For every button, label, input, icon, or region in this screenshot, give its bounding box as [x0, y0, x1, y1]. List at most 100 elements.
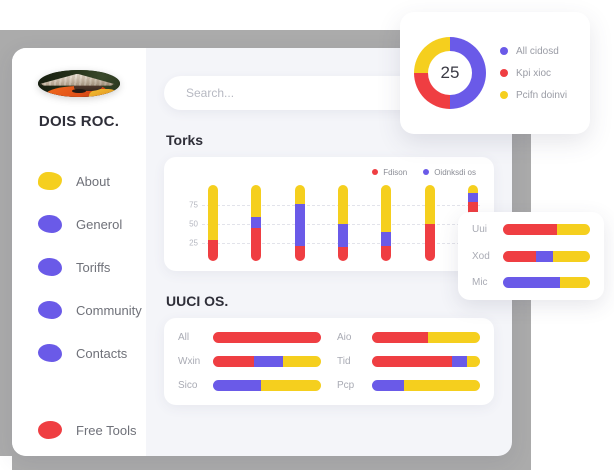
bar-segment: [251, 185, 262, 217]
donut-legend: All cidosd Kpi xioc Pcifn doinvi: [500, 46, 567, 101]
legend-label: Fdison: [383, 167, 408, 177]
sidebar-item-about[interactable]: About: [38, 164, 146, 198]
legend-label: Kpi xioc: [516, 67, 552, 79]
blob-icon: [38, 344, 62, 362]
sidebar: DOIS ROC. About Generol Toriffs Communit…: [12, 48, 146, 456]
bar-column: [208, 185, 218, 261]
y-tick-50: 50: [189, 219, 198, 229]
uuci-os-panel: All Aio Wxin Tid Sico Pcp: [164, 318, 494, 405]
bar-segment: [424, 223, 435, 261]
legend-label: Oidnksdi os: [434, 167, 476, 177]
user-name: DOIS ROC.: [38, 113, 120, 130]
sidebar-item-community[interactable]: Community: [38, 293, 146, 327]
sidebar-item-label: Free Tools: [76, 422, 137, 438]
progress-segment: [213, 356, 255, 367]
background-white-top-right: [384, 0, 614, 14]
donut-legend-item-kpi-xioc: Kpi xioc: [500, 68, 567, 79]
sidebar-item-contacts[interactable]: Contacts: [38, 336, 146, 370]
bar-column: [424, 185, 435, 261]
legend-label: Pcifn doinvi: [516, 89, 568, 101]
sidebar-item-generol[interactable]: Generol: [38, 207, 146, 241]
sidebar-item-label: Toriffs: [76, 259, 111, 275]
progress-row-label: Xod: [472, 250, 490, 262]
progress-row: Mic: [472, 277, 590, 288]
bar-segment: [294, 185, 305, 205]
legend-item-oidnksdi: Oidnksdi os: [423, 165, 476, 179]
background-white-top-left: [0, 0, 384, 30]
bar-column: [294, 185, 305, 261]
mini-stats-card: Uui Xod Mic: [458, 212, 604, 300]
progress-segment: [254, 356, 284, 367]
progress-bar: [372, 380, 480, 391]
progress-row-label: Wxin: [178, 356, 201, 367]
bar-segment: [381, 232, 392, 246]
bar-segment: [381, 245, 392, 261]
progress-row-label: Tid: [337, 356, 351, 367]
bar-series-group: [208, 185, 478, 261]
bar-segment: [467, 185, 478, 193]
progress-row: Xod: [472, 250, 590, 262]
bar-segment: [424, 185, 435, 224]
legend-swatch-icon: [372, 169, 379, 175]
progress-segment: [467, 356, 480, 367]
progress-segment: [536, 250, 554, 262]
progress-segment: [556, 224, 590, 235]
progress-bar: [503, 277, 590, 288]
bar-segment: [251, 216, 262, 229]
donut-legend-item-all-cidosd: All cidosd: [500, 46, 567, 57]
sidebar-nav: About Generol Toriffs Community Contacts: [12, 164, 146, 456]
progress-bar: [213, 332, 321, 343]
progress-row: Sico: [178, 380, 321, 391]
progress-segment: [213, 332, 321, 343]
progress-row-label: Uui: [472, 224, 488, 235]
main-content: Search... Torks Fdison Oidnksdi os: [146, 48, 512, 456]
bar-segment: [208, 185, 218, 240]
bar-segment: [337, 223, 348, 248]
progress-segment: [553, 250, 590, 262]
progress-segment: [559, 277, 590, 288]
nav-spacer: [38, 379, 146, 413]
legend-swatch-icon: [500, 69, 508, 77]
progress-bar: [213, 380, 321, 391]
background-white-right-lower: [531, 154, 614, 470]
progress-bar: [372, 332, 480, 343]
progress-row: All: [178, 332, 321, 343]
progress-bar: [213, 356, 321, 367]
progress-segment: [428, 332, 480, 343]
blob-icon: [38, 172, 62, 190]
chart-legend: Fdison Oidnksdi os: [174, 165, 482, 179]
bar-segment: [251, 228, 262, 261]
progress-segment: [283, 356, 321, 367]
progress-row-label: Aio: [337, 332, 352, 343]
avatar: [38, 70, 120, 97]
bar-column: [381, 185, 392, 261]
progress-segment: [372, 332, 429, 343]
progress-row-label: All: [178, 332, 190, 343]
blob-icon: [38, 215, 62, 233]
progress-row-label: Sico: [178, 380, 198, 391]
progress-segment: [372, 380, 405, 391]
progress-row-label: Mic: [472, 277, 488, 288]
sidebar-item-toriffs[interactable]: Toriffs: [38, 250, 146, 284]
summary-donut-card: 25 All cidosd Kpi xioc Pcifn doinvi: [400, 12, 590, 134]
sidebar-item-free-tools[interactable]: Free Tools: [38, 413, 146, 447]
progress-row: Tid: [337, 356, 480, 367]
section-title-torks: Torks: [166, 132, 204, 148]
y-tick-75: 75: [189, 200, 198, 210]
progress-segment: [404, 380, 480, 391]
blob-icon: [38, 301, 62, 319]
sidebar-item-label: Community: [76, 302, 142, 318]
blob-icon: [38, 421, 62, 439]
legend-swatch-icon: [500, 91, 508, 99]
progress-segment: [503, 224, 557, 235]
progress-segment: [260, 380, 321, 391]
progress-row: Wxin: [178, 356, 321, 367]
progress-bar: [503, 224, 590, 235]
legend-swatch-icon: [500, 47, 508, 55]
sidebar-item-label: About: [76, 173, 110, 189]
chart-plot-area: 75 50 25: [174, 181, 482, 267]
bar-segment: [208, 239, 218, 261]
section-title-uuci: UUCI OS.: [166, 293, 229, 309]
bar-segment: [294, 245, 305, 261]
